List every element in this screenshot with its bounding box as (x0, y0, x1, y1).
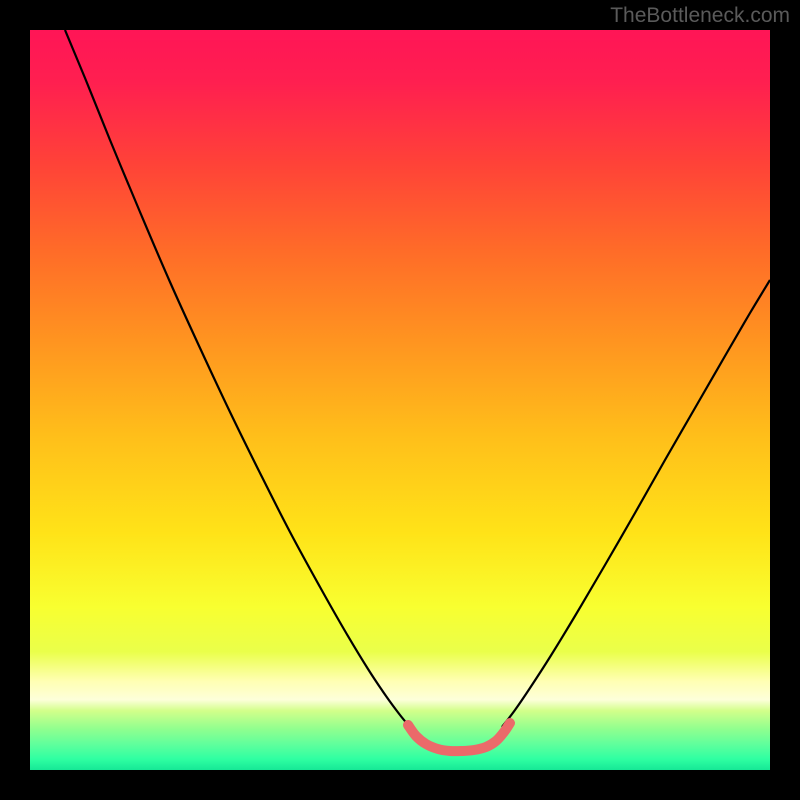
plot-area (30, 30, 770, 770)
gradient-background (30, 30, 770, 770)
watermark-text: TheBottleneck.com (610, 4, 790, 28)
chart-container: TheBottleneck.com (0, 0, 800, 800)
chart-svg (30, 30, 770, 770)
